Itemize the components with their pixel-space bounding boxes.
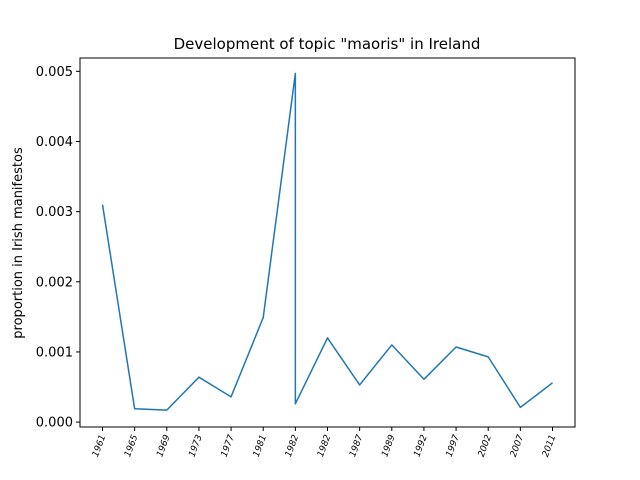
y-tick-label: 0.000 (36, 416, 73, 431)
y-tick-label: 0.005 (36, 65, 73, 80)
y-axis-label: proportion in Irish manifestos (11, 147, 26, 339)
y-tick-label: 0.004 (36, 135, 73, 150)
y-tick-label: 0.001 (36, 345, 73, 360)
data-line (101, 72, 553, 411)
chart-title: Development of topic "maoris" in Ireland (174, 35, 481, 53)
y-tick-label: 0.003 (36, 205, 73, 220)
y-tick-label: 0.002 (36, 275, 73, 290)
